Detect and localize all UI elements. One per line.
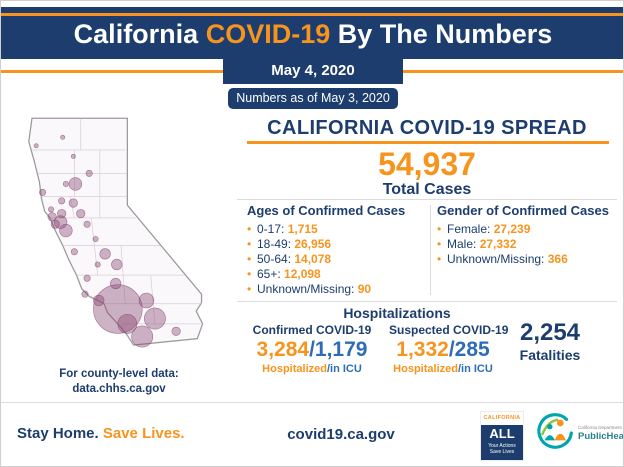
gender-value: 366	[547, 252, 568, 266]
gender-row-unknown: Unknown/Missing: 366	[437, 252, 615, 267]
age-label: Unknown/Missing:	[257, 282, 358, 296]
save-lives-text: Save Lives.	[98, 425, 185, 442]
age-label: 65+:	[257, 267, 285, 281]
ages-row-65plus: 65+: 12,098	[247, 267, 425, 282]
gender-label: Female:	[447, 222, 494, 236]
gender-section: Gender of Confirmed Cases Female: 27,239…	[437, 201, 615, 267]
hospitalizations-title: Hospitalizations	[343, 305, 451, 321]
gender-value: 27,239	[493, 222, 531, 236]
covid19-url-link[interactable]: covid19.ca.gov	[287, 426, 395, 443]
case-bubbles	[33, 134, 181, 348]
ages-section: Ages of Confirmed Cases 0-17: 1,715 18-4…	[247, 201, 425, 297]
confirmed-hospitalized-value: 3,284	[256, 338, 310, 361]
icu-label: /in ICU	[457, 363, 493, 375]
gender-row-male: Male: 27,332	[437, 237, 615, 252]
california-all-logo-tagline: Your Actions Save Lives	[488, 443, 516, 455]
confirmed-icu-value: /1,179	[309, 338, 368, 361]
california-all-logo-top: CALIFORNIA	[481, 412, 523, 425]
confirmed-value: 3,284/1,179	[237, 337, 387, 363]
gender-title: Gender of Confirmed Cases	[437, 203, 609, 218]
divider	[237, 199, 617, 200]
cdph-name-text: PublicHealth	[578, 430, 624, 442]
as-of-banner: Numbers as of May 3, 2020	[228, 88, 398, 109]
icu-label: /in ICU	[326, 363, 362, 375]
suspected-value: 1,332/285	[389, 337, 497, 363]
cdph-emblem-icon	[537, 413, 573, 449]
page-title-part1: California	[73, 19, 206, 49]
column-divider	[430, 205, 431, 295]
confirmed-sublabel: Hospitalized/in ICU	[237, 363, 387, 375]
age-value: 1,715	[287, 222, 318, 236]
page-title-part2: By The Numbers	[330, 19, 553, 49]
california-all-logo-all: ALL	[489, 426, 515, 441]
county-data-link[interactable]: data.chhs.ca.gov	[72, 383, 166, 395]
spread-title: CALIFORNIA COVID-19 SPREAD	[267, 117, 587, 139]
total-cases-label: Total Cases	[382, 181, 472, 198]
divider	[237, 301, 617, 302]
page-title-highlight: COVID-19	[205, 19, 331, 49]
fatalities-section: 2,254 Fatalities	[495, 319, 605, 363]
ages-row-unknown: Unknown/Missing: 90	[247, 282, 425, 297]
cdph-department-text: California Department of	[578, 424, 624, 430]
page-title: California COVID-19 By The Numbers	[1, 19, 623, 50]
stay-home-text: Stay Home.	[17, 425, 99, 442]
california-all-logo-body: ALL Your Actions Save Lives	[481, 425, 523, 460]
age-value: 12,098	[284, 267, 321, 281]
gender-label: Male:	[447, 237, 480, 251]
hospitalized-label: Hospitalized	[262, 363, 327, 375]
suspected-icu-value: /285	[448, 338, 490, 361]
cdph-logo-text: California Department of PublicHealth	[578, 424, 624, 442]
confirmed-hospitalizations: Confirmed COVID-19 3,284/1,179 Hospitali…	[237, 323, 387, 375]
age-value: 14,078	[294, 252, 332, 266]
fatalities-label: Fatalities	[519, 347, 581, 363]
age-label: 0-17:	[257, 222, 288, 236]
california-county-map	[15, 114, 227, 362]
ages-row-50-64: 50-64: 14,078	[247, 252, 425, 267]
age-value: 26,956	[294, 237, 332, 251]
california-all-logo: CALIFORNIA ALL Your Actions Save Lives	[480, 411, 524, 461]
age-value: 90	[357, 282, 372, 296]
cdph-logo: California Department of PublicHealth	[533, 412, 624, 454]
ages-row-18-49: 18-49: 26,956	[247, 237, 425, 252]
suspected-label: Suspected COVID-19	[389, 323, 509, 337]
age-label: 18-49:	[257, 237, 295, 251]
total-cases-value: 54,937	[378, 146, 476, 182]
ages-row-0-17: 0-17: 1,715	[247, 222, 425, 237]
stats-panel: CALIFORNIA COVID-19 SPREAD 54,937 Total …	[237, 113, 617, 401]
stay-home-slogan: Stay Home. Save Lives.	[17, 425, 185, 442]
map-caption-text: For county-level data:	[59, 368, 179, 380]
age-label: 50-64:	[257, 252, 295, 266]
footer: Stay Home. Save Lives. covid19.ca.gov CA…	[1, 402, 624, 466]
confirmed-label: Confirmed COVID-19	[252, 323, 372, 337]
spread-underline	[247, 141, 609, 144]
suspected-hospitalized-value: 1,332	[396, 338, 449, 361]
date-banner: May 4, 2020	[223, 58, 403, 84]
california-map-svg	[28, 117, 204, 348]
suspected-hospitalizations: Suspected COVID-19 1,332/285 Hospitalize…	[389, 323, 509, 375]
gender-row-female: Female: 27,239	[437, 222, 615, 237]
fatalities-value: 2,254	[519, 319, 581, 346]
map-caption: For county-level data: data.chhs.ca.gov	[9, 367, 229, 397]
gender-value: 27,332	[479, 237, 517, 251]
header-accent-line	[1, 13, 623, 16]
gender-label: Unknown/Missing:	[447, 252, 548, 266]
suspected-sublabel: Hospitalized/in ICU	[389, 363, 497, 375]
hospitalized-label: Hospitalized	[393, 363, 458, 375]
ages-title: Ages of Confirmed Cases	[247, 203, 406, 218]
header-banner: California COVID-19 By The Numbers	[1, 7, 623, 59]
